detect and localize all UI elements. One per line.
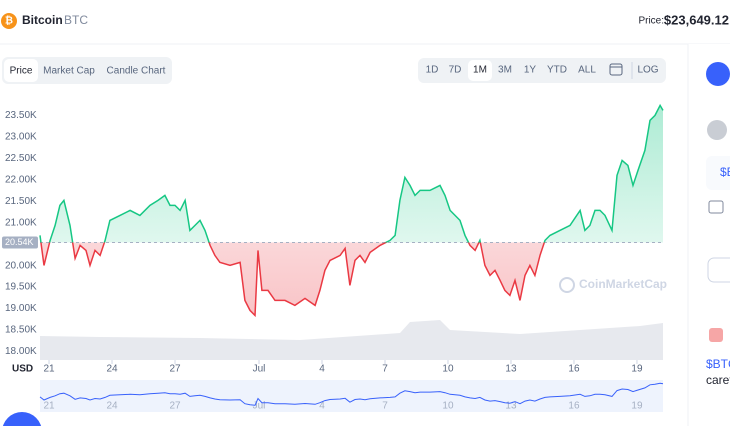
- navigator-tick-label: 24: [106, 401, 118, 412]
- watermark-logo: [559, 277, 575, 293]
- tab[interactable]: Price: [10, 66, 33, 77]
- y-tick-label: 20.00K: [5, 260, 37, 271]
- x-tick-label: 21: [43, 364, 55, 375]
- range-active: [468, 60, 492, 81]
- range[interactable]: YTD: [547, 65, 567, 76]
- y-tick-label: 23.50K: [5, 110, 37, 121]
- price-line-down: [40, 242, 546, 318]
- navigator-tick-label: 10: [442, 401, 454, 412]
- range[interactable]: 3M: [498, 65, 512, 76]
- y-axis-label: USD: [12, 364, 33, 375]
- tab[interactable]: Market Cap: [43, 66, 95, 77]
- x-tick-label: 7: [382, 364, 388, 375]
- navigator-tick-label: 27: [169, 401, 181, 412]
- side-panel: [688, 44, 730, 426]
- navigator-tick-label: 13: [505, 401, 517, 412]
- x-tick-label: Jul: [253, 364, 266, 375]
- chart: 18.00K18.50K19.00K19.50K20.00K20.50K21.0…: [2, 103, 664, 412]
- tab-active: [4, 59, 38, 82]
- emoji-icon: [709, 328, 723, 342]
- navigator-tick-label: 16: [568, 401, 580, 412]
- y-tick-label: 22.50K: [5, 153, 37, 164]
- calendar-icon[interactable]: [609, 63, 623, 76]
- btc-icon: [1, 13, 17, 29]
- y-tick-label: 21.00K: [5, 217, 37, 228]
- x-tick-label: 27: [169, 364, 181, 375]
- y-tick-label: 23.00K: [5, 132, 37, 143]
- y-tick-label: 21.50K: [5, 196, 37, 207]
- header: [0, 0, 730, 44]
- coin-symbol: BTC: [64, 13, 88, 27]
- tab-group: [2, 57, 172, 84]
- input-box[interactable]: [706, 156, 730, 190]
- area-above: [40, 105, 663, 243]
- range[interactable]: 1M: [473, 65, 487, 76]
- navigator-tick-label: 7: [382, 401, 388, 412]
- tab[interactable]: Candle Chart: [107, 66, 166, 77]
- side-text: caref: [706, 373, 730, 387]
- y-tick-label: 22.00K: [5, 174, 37, 185]
- avatar: [707, 120, 727, 140]
- x-tick-label: 13: [505, 364, 517, 375]
- x-tick-label: 16: [568, 364, 580, 375]
- x-tick-label: 24: [106, 364, 118, 375]
- y-tick-label: 18.00K: [5, 346, 37, 357]
- navigator-tick-label: 4: [319, 401, 325, 412]
- x-tick-label: 4: [319, 364, 325, 375]
- area-below: [40, 242, 545, 316]
- y-tick-label: 19.00K: [5, 303, 37, 314]
- range[interactable]: LOG: [637, 65, 658, 76]
- cmc-logo: [706, 62, 730, 86]
- image-icon[interactable]: [708, 200, 724, 214]
- range[interactable]: ALL: [578, 65, 596, 76]
- y-tick-label: 19.50K: [5, 282, 37, 293]
- range[interactable]: 1Y: [524, 65, 537, 76]
- range[interactable]: 1D: [426, 65, 439, 76]
- volume-area: [40, 320, 663, 360]
- navigator-tick-label: 19: [631, 401, 643, 412]
- baseline-label: 20.54K: [5, 237, 34, 247]
- side-text: $BTC: [706, 357, 730, 371]
- baseline-badge: [2, 236, 38, 249]
- navigator-tick-label: Jul: [253, 401, 266, 412]
- x-tick-label: 10: [442, 364, 454, 375]
- button[interactable]: [707, 257, 730, 283]
- chat-button[interactable]: [2, 412, 42, 431]
- navigator-tick-label: 21: [43, 401, 55, 412]
- btc-icon-glyph: ₿: [5, 15, 13, 27]
- y-tick-label: 18.50K: [5, 325, 37, 336]
- coin-name: Bitcoin: [22, 13, 63, 27]
- x-tick-label: 19: [631, 364, 643, 375]
- price-label: Price:: [638, 16, 664, 27]
- price: $23,649.12: [664, 12, 729, 27]
- price-line-up: [39, 103, 664, 243]
- navigator-line: [39, 382, 664, 406]
- side-text: $B: [720, 165, 730, 179]
- range[interactable]: 7D: [449, 65, 462, 76]
- watermark: CoinMarketCap: [579, 277, 667, 291]
